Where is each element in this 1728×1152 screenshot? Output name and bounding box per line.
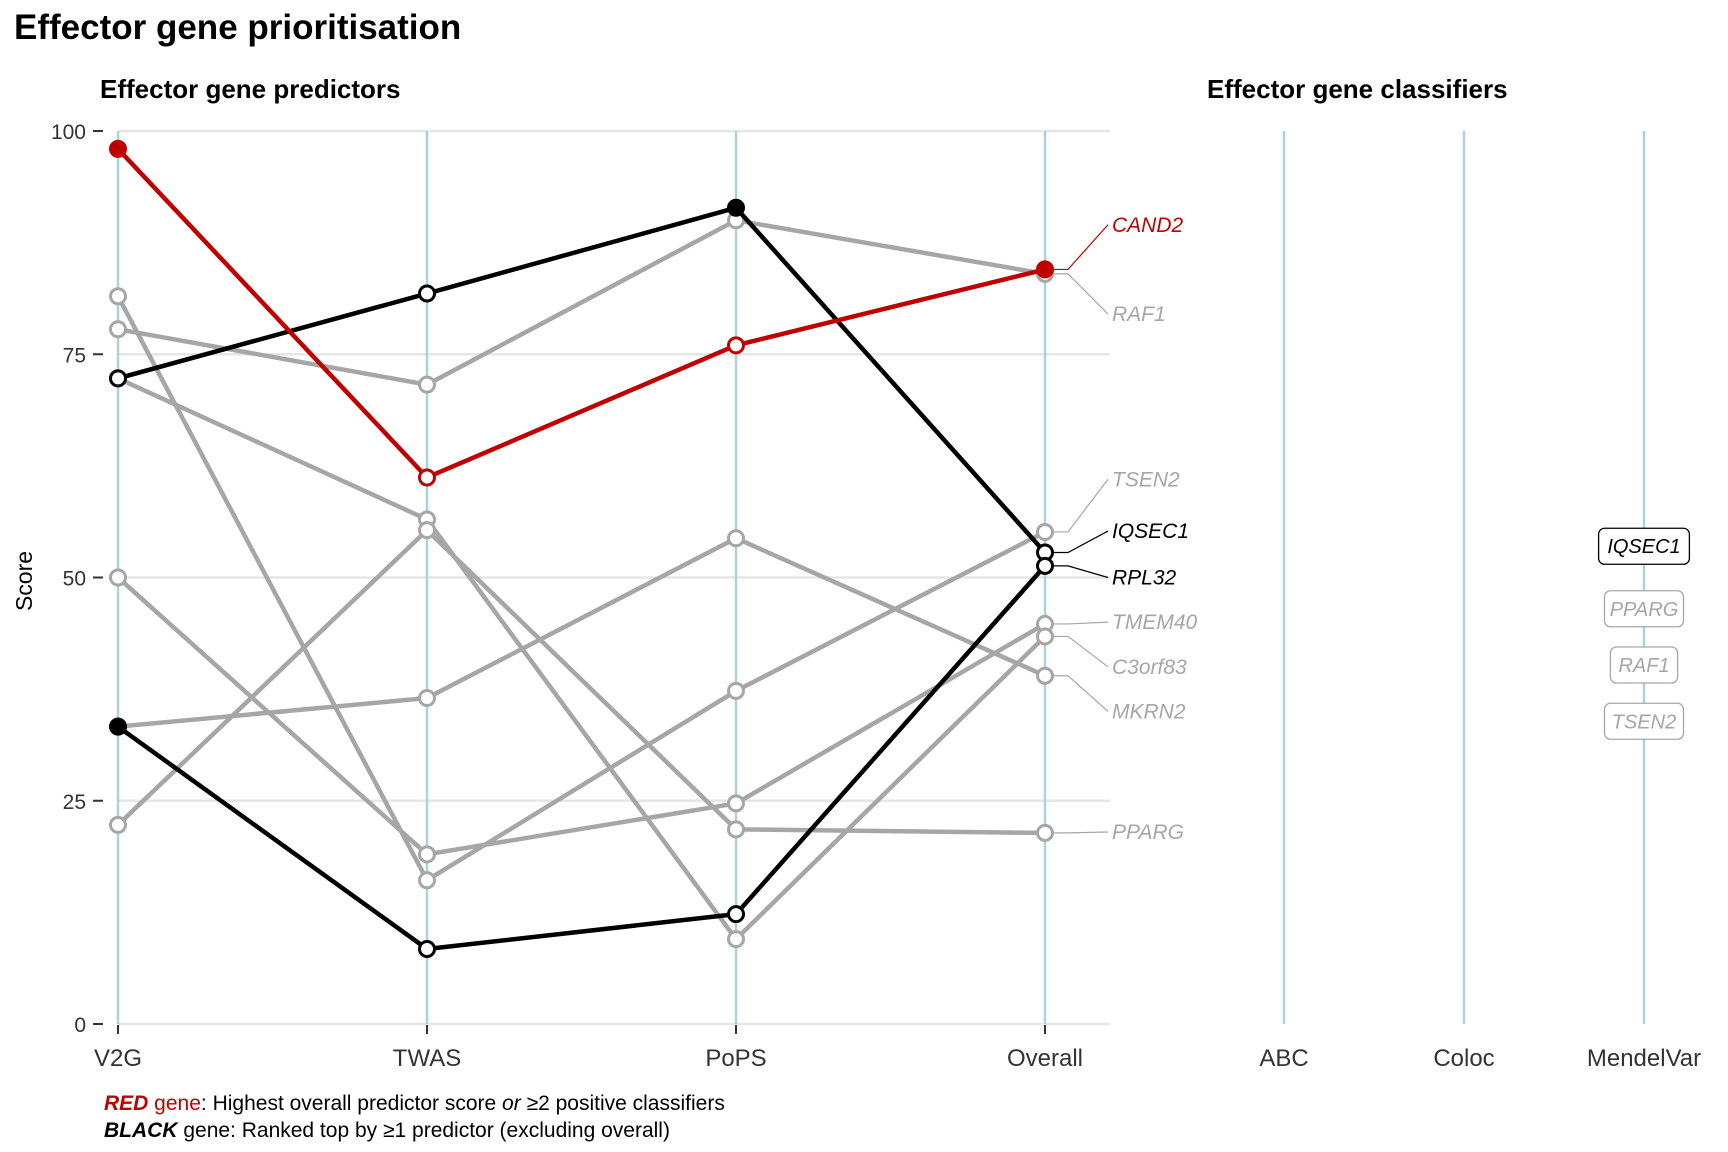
footnote-red-text-1: : Highest overall predictor score — [200, 1092, 503, 1115]
data-point-MKRN2 — [727, 529, 745, 548]
footnote-red-word: RED — [104, 1092, 149, 1115]
y-axis-title: Score — [11, 551, 37, 611]
classifier-tick-label: MendelVar — [1587, 1045, 1701, 1072]
data-point-CAND2 — [1036, 260, 1054, 279]
classifier-box-RAF1 — [1609, 646, 1679, 684]
gene-label-MKRN2: MKRN2 — [1112, 700, 1186, 723]
series-line-TMEM40 — [116, 575, 1047, 857]
gene-label-IQSEC1: IQSEC1 — [1112, 520, 1189, 543]
classifier-label-TSEN2: TSEN2 — [1612, 711, 1676, 733]
data-point-TMEM40 — [109, 568, 127, 587]
gene-label-TSEN2: TSEN2 — [1112, 468, 1180, 491]
footnote-black-word: BLACK — [104, 1119, 178, 1142]
label-leader-RAF1 — [1053, 273, 1109, 315]
data-point-RAF1 — [418, 375, 436, 394]
data-point-TMEM40 — [727, 794, 745, 813]
data-point-IQSEC1 — [418, 284, 436, 303]
series-line-IQSEC1 — [117, 205, 1047, 554]
data-point-PPARG — [109, 815, 127, 834]
classifier-box-PPARG — [1603, 590, 1685, 628]
gene-label-C3orf83: C3orf83 — [1112, 656, 1187, 679]
label-leader-CAND2 — [1053, 224, 1109, 271]
data-point-RPL32 — [418, 939, 436, 958]
data-point-MKRN2 — [418, 689, 436, 708]
gene-label-RPL32: RPL32 — [1112, 567, 1177, 590]
footnote-red-text-2: ≥2 positive classifiers — [520, 1092, 725, 1115]
data-point-TSEN2 — [727, 681, 745, 700]
data-point-TSEN2 — [1036, 522, 1054, 541]
data-point-TMEM40 — [418, 845, 436, 864]
data-point-MKRN2 — [1036, 666, 1054, 685]
data-point-IQSEC1 — [109, 369, 127, 388]
x-tick-label: PoPS — [705, 1045, 766, 1072]
classifier-box-IQSEC1 — [1597, 527, 1691, 565]
x-tick-label: Overall — [1007, 1045, 1083, 1072]
series-line-CAND2 — [116, 147, 1046, 480]
gene-label-CAND2: CAND2 — [1112, 214, 1184, 237]
label-leader-TMEM40 — [1053, 621, 1109, 625]
data-point-CAND2 — [109, 139, 127, 158]
data-point-C3orf83 — [727, 930, 745, 949]
gene-label-TMEM40: TMEM40 — [1112, 611, 1198, 634]
gene-label-PPARG: PPARG — [1112, 821, 1184, 844]
data-point-RPL32 — [1036, 556, 1054, 575]
classifier-tick-label: ABC — [1259, 1045, 1308, 1072]
chart-title: Effector gene prioritisation — [14, 8, 462, 47]
footnote-red-or: or — [502, 1092, 521, 1115]
data-point-RPL32 — [109, 717, 127, 736]
label-leader-MKRN2 — [1053, 675, 1109, 712]
classifier-label-IQSEC1: IQSEC1 — [1607, 536, 1680, 558]
data-point-PPARG — [418, 521, 436, 540]
gene-label-RAF1: RAF1 — [1112, 303, 1166, 326]
label-leader-C3orf83 — [1053, 635, 1109, 668]
series-line-RPL32 — [116, 564, 1047, 952]
x-tick-label: V2G — [94, 1045, 142, 1072]
footnote-red-line: RED gene: Highest overall predictor scor… — [104, 1090, 725, 1117]
data-point-PPARG — [727, 820, 745, 839]
data-point-CAND2 — [418, 468, 436, 487]
y-tick-label: 25 — [63, 791, 86, 814]
series-line-C3orf83 — [117, 376, 1047, 942]
classifier-label-PPARG: PPARG — [1610, 599, 1679, 621]
classifier-box-TSEN2 — [1603, 702, 1685, 740]
footnote-red-gene: gene — [148, 1092, 201, 1115]
classifier-tick-label: Coloc — [1433, 1045, 1494, 1072]
data-point-TSEN2 — [418, 871, 436, 890]
data-point-RPL32 — [727, 905, 745, 924]
y-tick-label: 100 — [51, 121, 86, 144]
data-point-CAND2 — [727, 336, 745, 355]
data-point-TSEN2 — [109, 287, 127, 306]
series-line-MKRN2 — [117, 535, 1046, 729]
series-line-RAF1 — [117, 218, 1046, 387]
label-leader-IQSEC1 — [1053, 530, 1109, 554]
footnote-black-text: gene: Ranked top by ≥1 predictor (exclud… — [177, 1119, 670, 1142]
data-point-PPARG — [1036, 823, 1054, 842]
y-tick-label: 50 — [63, 568, 86, 591]
series-line-PPARG — [116, 527, 1046, 836]
data-point-RAF1 — [109, 320, 127, 339]
x-tick-label: TWAS — [393, 1045, 461, 1072]
data-point-IQSEC1 — [727, 198, 745, 217]
label-leader-RPL32 — [1053, 565, 1109, 579]
legend-footnote: RED gene: Highest overall predictor scor… — [104, 1090, 725, 1144]
y-tick-label: 0 — [74, 1014, 86, 1037]
label-leader-PPARG — [1053, 831, 1109, 834]
classifier-label-RAF1: RAF1 — [1618, 655, 1669, 677]
label-leader-TSEN2 — [1053, 478, 1109, 533]
series-line-TSEN2 — [116, 295, 1047, 883]
y-tick-label: 75 — [63, 344, 86, 367]
classifiers-panel-title: Effector gene classifiers — [1207, 74, 1508, 104]
footnote-black-line: BLACK gene: Ranked top by ≥1 predictor (… — [104, 1117, 725, 1144]
data-point-C3orf83 — [1036, 627, 1054, 646]
predictors-panel-title: Effector gene predictors — [100, 74, 401, 104]
